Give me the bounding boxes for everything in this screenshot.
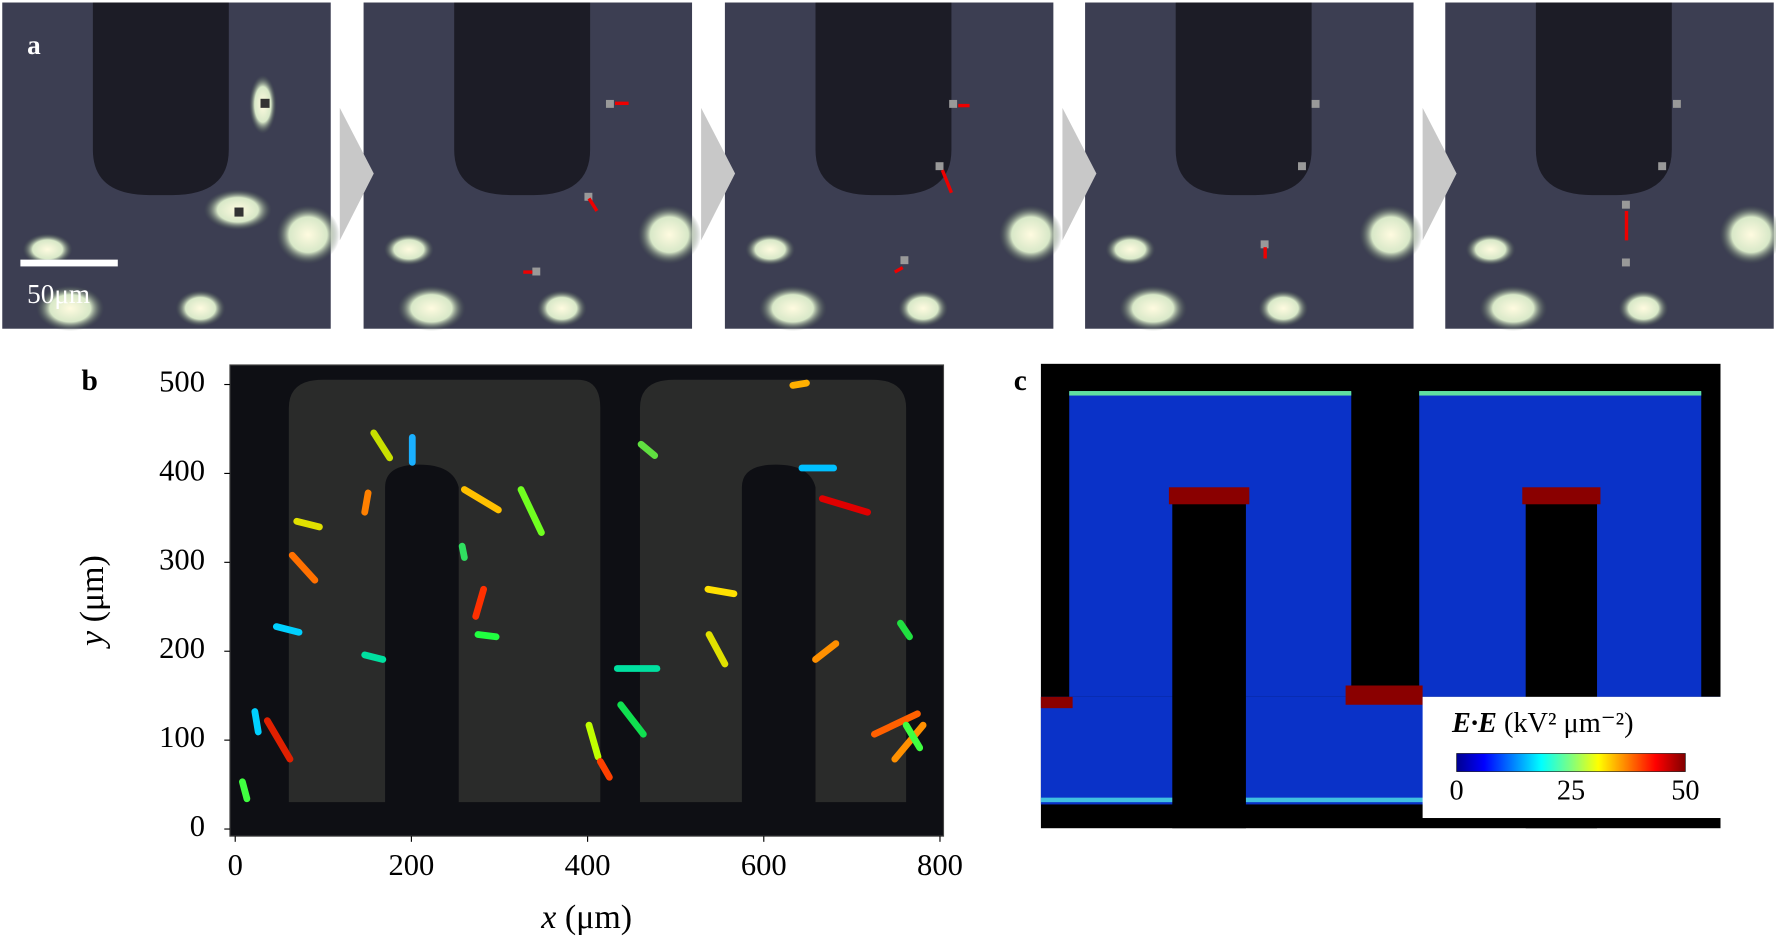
markers bbox=[532, 99, 1681, 276]
colorbar-tick-label: 0 bbox=[1450, 776, 1464, 807]
tracks bbox=[238, 379, 927, 803]
y-tick-label: 0 bbox=[190, 809, 205, 843]
scale-bar bbox=[20, 259, 118, 267]
x-tick-label: 400 bbox=[565, 848, 611, 882]
x-tick-label: 800 bbox=[917, 848, 963, 882]
colorbar-title: E·E (kV² μm⁻²) bbox=[1451, 708, 1634, 739]
frame bbox=[363, 2, 702, 331]
panel-label: b bbox=[82, 365, 98, 397]
electrode bbox=[288, 379, 601, 803]
y-tick-label: 100 bbox=[159, 720, 205, 754]
x-tick-label: 200 bbox=[388, 848, 434, 882]
panel-c: c E·E (kV² μm⁻²) 0 25 50 bbox=[1014, 363, 1721, 829]
x-tick-label: 600 bbox=[741, 848, 787, 882]
panel-label: c bbox=[1014, 365, 1027, 397]
colorbar-tick-label: 25 bbox=[1557, 776, 1585, 807]
step-arrows bbox=[339, 107, 1457, 241]
x-axis-label: x (μm) bbox=[540, 899, 632, 936]
panel-label: a bbox=[27, 30, 41, 60]
marker bbox=[260, 98, 270, 108]
frame bbox=[1085, 2, 1423, 331]
y-tick-label: 200 bbox=[159, 631, 205, 665]
colorbar bbox=[1456, 753, 1686, 772]
marker bbox=[234, 207, 244, 217]
y-tick-label: 300 bbox=[159, 542, 205, 576]
arrows bbox=[523, 101, 1629, 274]
colorbar-tick-label: 50 bbox=[1671, 776, 1699, 807]
y-tick-label: 400 bbox=[159, 453, 205, 487]
x-tick-label: 0 bbox=[228, 848, 243, 882]
panel-a: a 50μm bbox=[2, 2, 1776, 331]
frame bbox=[1445, 2, 1776, 331]
frame bbox=[724, 2, 1063, 331]
panel-b: b y (μm) x (μm) 0 200 400 600 800 0 100 200 300 4… bbox=[74, 364, 963, 936]
scale-bar-label: 50μm bbox=[27, 279, 90, 309]
y-axis-label: y (μm) bbox=[74, 555, 111, 649]
y-tick-label: 500 bbox=[159, 365, 205, 399]
electrode bbox=[639, 379, 907, 803]
